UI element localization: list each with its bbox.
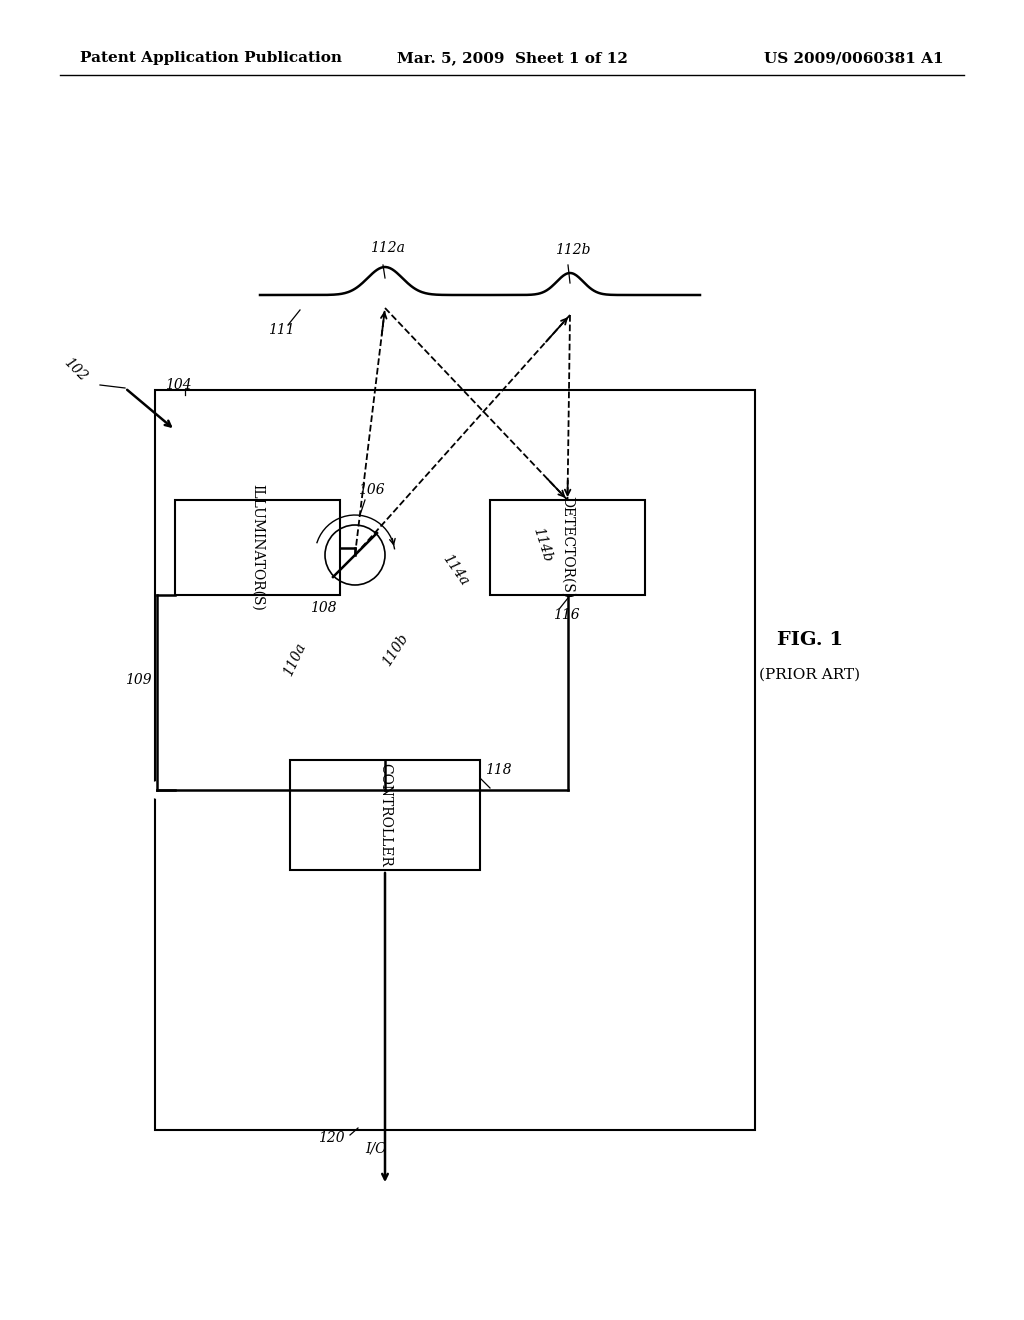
- Text: Patent Application Publication: Patent Application Publication: [80, 51, 342, 65]
- Text: 114a: 114a: [439, 552, 471, 589]
- Text: 114b: 114b: [529, 525, 554, 564]
- Text: FIG. 1: FIG. 1: [777, 631, 843, 649]
- Text: 104: 104: [165, 378, 191, 392]
- Text: 118: 118: [485, 763, 512, 777]
- Text: 120: 120: [318, 1131, 345, 1144]
- Text: 108: 108: [310, 601, 337, 615]
- Text: (PRIOR ART): (PRIOR ART): [760, 668, 860, 682]
- Bar: [290, 760, 480, 870]
- Text: ILLUMINATOR(S): ILLUMINATOR(S): [251, 484, 264, 611]
- Text: 110b: 110b: [380, 631, 411, 669]
- Text: CONTROLLER: CONTROLLER: [378, 763, 392, 867]
- Text: 110a: 110a: [282, 642, 308, 678]
- Text: 109: 109: [125, 673, 152, 686]
- Text: US 2009/0060381 A1: US 2009/0060381 A1: [764, 51, 944, 65]
- Bar: [175, 500, 340, 595]
- Text: 102: 102: [60, 355, 89, 384]
- Text: 111: 111: [268, 323, 295, 337]
- Text: 112a: 112a: [370, 242, 404, 255]
- Text: DETECTOR(S): DETECTOR(S): [560, 496, 574, 599]
- Text: Mar. 5, 2009  Sheet 1 of 12: Mar. 5, 2009 Sheet 1 of 12: [396, 51, 628, 65]
- Bar: [490, 500, 645, 595]
- Text: 106: 106: [358, 483, 385, 498]
- Text: I/O: I/O: [365, 1140, 386, 1155]
- Text: 112b: 112b: [555, 243, 591, 257]
- Bar: [155, 389, 755, 1130]
- Text: 116: 116: [553, 609, 580, 622]
- Circle shape: [150, 781, 165, 799]
